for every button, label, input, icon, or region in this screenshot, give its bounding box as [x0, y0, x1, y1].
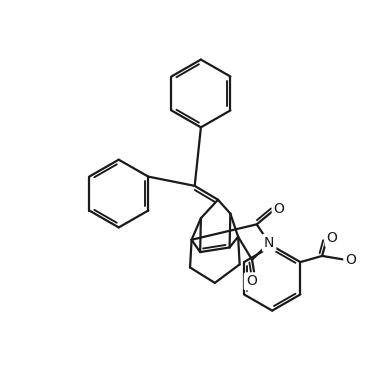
Text: O: O — [345, 253, 356, 267]
Text: O: O — [274, 202, 285, 216]
Text: O: O — [327, 231, 338, 245]
Text: O: O — [246, 274, 257, 288]
Text: N: N — [264, 236, 274, 250]
